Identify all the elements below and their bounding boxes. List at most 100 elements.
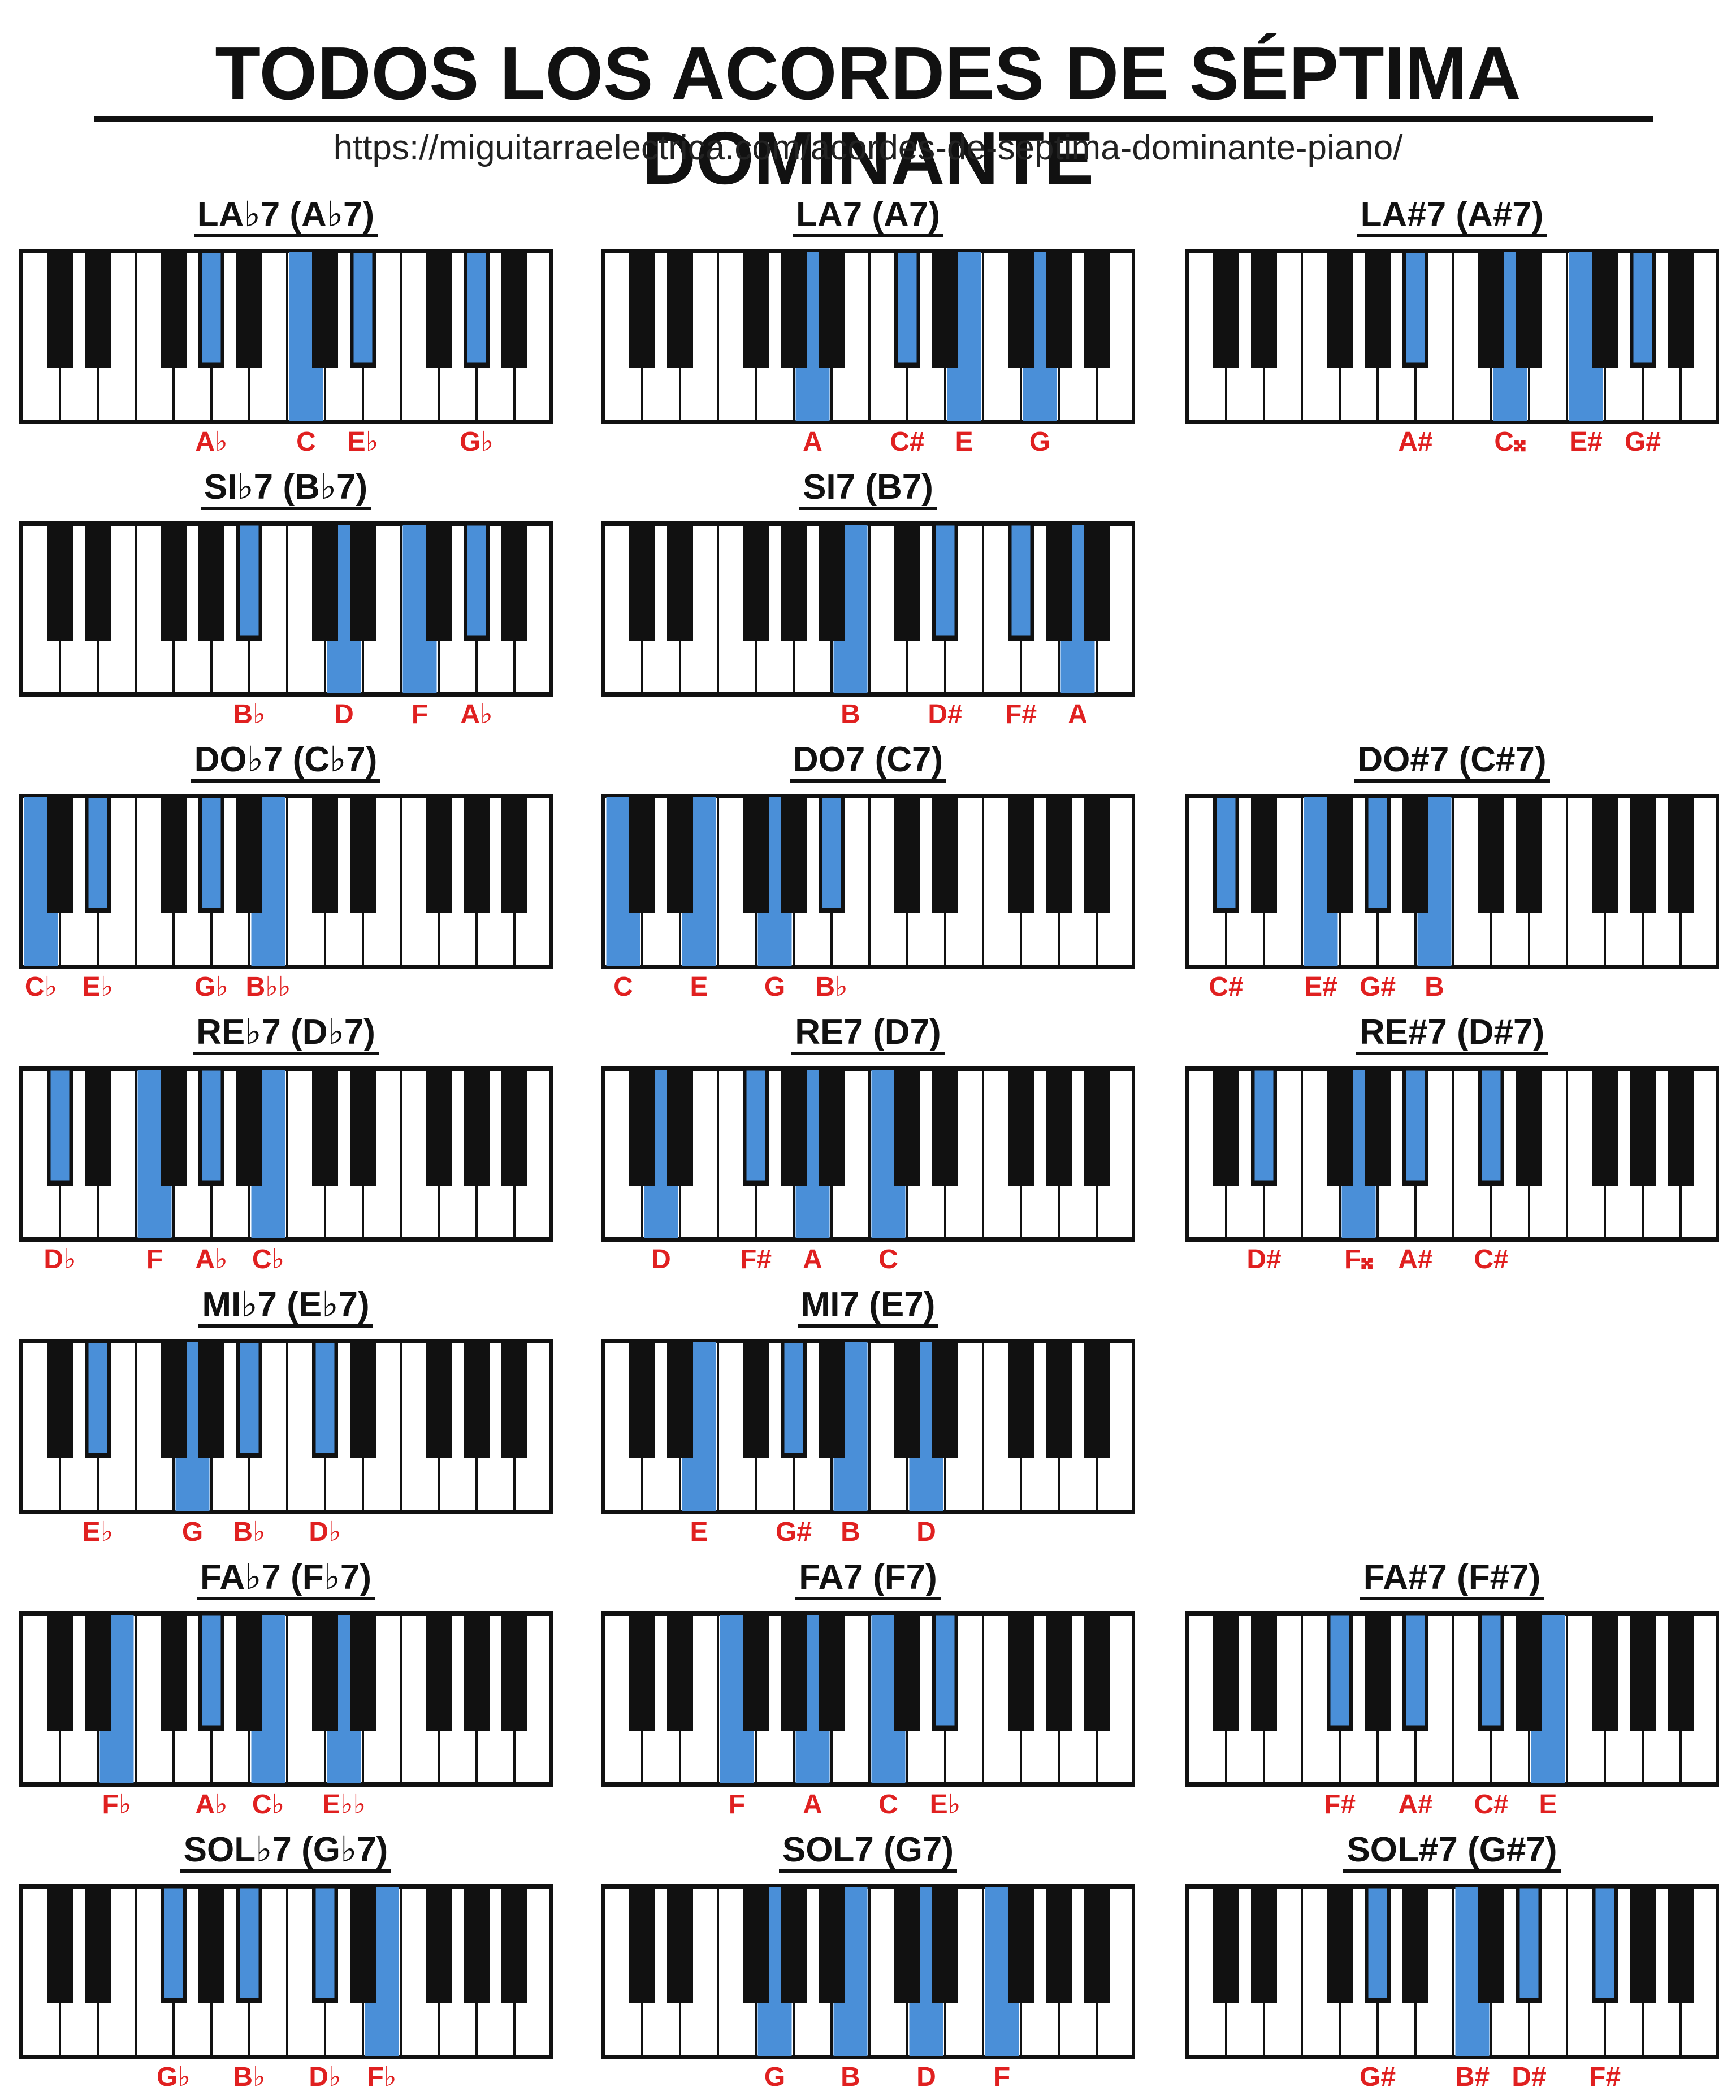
black-key-g-sharp[interactable] — [1046, 525, 1072, 641]
black-key-c-sharp[interactable] — [1213, 1887, 1239, 2003]
black-key-d-sharp[interactable] — [667, 797, 693, 913]
black-key-d-sharp[interactable] — [932, 1887, 958, 2003]
black-key-d-sharp[interactable] — [350, 525, 376, 641]
black-key-g-sharp[interactable] — [781, 1070, 807, 1186]
black-key-c-sharp[interactable] — [629, 525, 655, 641]
black-key-c-sharp[interactable] — [629, 252, 655, 368]
black-key-f-sharp[interactable] — [426, 797, 452, 913]
black-key-f-sharp[interactable] — [1592, 1070, 1618, 1186]
black-key-f-sharp[interactable] — [743, 252, 769, 368]
black-key-g-sharp[interactable] — [1046, 1342, 1072, 1458]
black-key-f-sharp[interactable] — [1327, 797, 1353, 913]
black-key-f-sharp[interactable] — [743, 1887, 769, 2003]
black-key-d-sharp[interactable] — [350, 797, 376, 913]
black-key-a-sharp[interactable] — [819, 1342, 845, 1458]
black-key-d-sharp[interactable] — [932, 1342, 958, 1458]
black-key-c-sharp[interactable] — [629, 1887, 655, 2003]
black-key-d-sharp[interactable] — [350, 1887, 376, 2003]
black-key-a-sharp[interactable] — [1402, 1887, 1428, 2003]
black-key-c-sharp[interactable] — [1213, 1615, 1239, 1731]
black-key-d-sharp[interactable] — [85, 1070, 111, 1186]
black-key-c-sharp[interactable] — [894, 1342, 920, 1458]
black-key-d-sharp[interactable] — [667, 1070, 693, 1186]
black-key-c-sharp[interactable] — [47, 1342, 73, 1458]
black-key-c-sharp[interactable] — [894, 525, 920, 641]
black-key-c-sharp[interactable] — [1478, 797, 1504, 913]
black-key-f-sharp[interactable] — [426, 525, 452, 641]
black-key-c-sharp[interactable] — [629, 1070, 655, 1186]
black-key-f-sharp[interactable] — [743, 797, 769, 913]
black-key-a-sharp[interactable] — [501, 1887, 527, 2003]
black-key-g-sharp[interactable] — [464, 1615, 490, 1731]
black-key-f-sharp[interactable] — [1327, 252, 1353, 368]
black-key-f-sharp[interactable] — [161, 525, 187, 641]
black-key-d-sharp[interactable] — [1516, 1070, 1542, 1186]
black-key-f-sharp[interactable] — [743, 525, 769, 641]
black-key-a-sharp[interactable] — [236, 797, 262, 913]
black-key-f-sharp[interactable] — [161, 1342, 187, 1458]
black-key-f-sharp[interactable] — [426, 1070, 452, 1186]
black-key-a-sharp[interactable] — [1084, 525, 1110, 641]
black-key-f-sharp[interactable] — [161, 252, 187, 368]
black-key-d-sharp[interactable] — [1251, 1615, 1277, 1731]
black-key-a-sharp[interactable] — [501, 525, 527, 641]
black-key-f-sharp[interactable] — [426, 1615, 452, 1731]
black-key-d-sharp[interactable] — [667, 1887, 693, 2003]
black-key-f-sharp[interactable] — [1008, 1887, 1034, 2003]
black-key-a-sharp[interactable] — [1084, 1070, 1110, 1186]
black-key-g-sharp[interactable] — [464, 797, 490, 913]
black-key-d-sharp[interactable] — [667, 252, 693, 368]
black-key-g-sharp[interactable] — [1046, 1070, 1072, 1186]
black-key-a-sharp[interactable] — [501, 797, 527, 913]
black-key-a-sharp[interactable] — [1084, 252, 1110, 368]
black-key-a-sharp[interactable] — [819, 1887, 845, 2003]
black-key-d-sharp[interactable] — [1516, 252, 1542, 368]
black-key-a-sharp[interactable] — [1668, 1070, 1694, 1186]
black-key-c-sharp[interactable] — [1213, 252, 1239, 368]
black-key-g-sharp[interactable] — [1046, 252, 1072, 368]
black-key-c-sharp[interactable] — [629, 797, 655, 913]
black-key-c-sharp[interactable] — [312, 525, 338, 641]
black-key-f-sharp[interactable] — [1008, 1615, 1034, 1731]
black-key-c-sharp[interactable] — [312, 1615, 338, 1731]
black-key-g-sharp[interactable] — [781, 252, 807, 368]
black-key-g-sharp[interactable] — [1630, 797, 1656, 913]
black-key-f-sharp[interactable] — [1008, 797, 1034, 913]
black-key-d-sharp[interactable] — [85, 252, 111, 368]
black-key-a-sharp[interactable] — [1668, 797, 1694, 913]
black-key-a-sharp[interactable] — [236, 1615, 262, 1731]
black-key-a-sharp[interactable] — [236, 252, 262, 368]
black-key-a-sharp[interactable] — [1668, 252, 1694, 368]
black-key-f-sharp[interactable] — [426, 1342, 452, 1458]
black-key-d-sharp[interactable] — [1516, 1615, 1542, 1731]
black-key-a-sharp[interactable] — [501, 1342, 527, 1458]
black-key-a-sharp[interactable] — [1084, 1342, 1110, 1458]
black-key-g-sharp[interactable] — [198, 525, 224, 641]
source-url[interactable]: https://miguitarraelectrica.com/acordes-… — [333, 128, 1403, 167]
black-key-f-sharp[interactable] — [743, 1615, 769, 1731]
black-key-f-sharp[interactable] — [1008, 1070, 1034, 1186]
black-key-c-sharp[interactable] — [1213, 1070, 1239, 1186]
black-key-c-sharp[interactable] — [312, 252, 338, 368]
black-key-g-sharp[interactable] — [781, 1887, 807, 2003]
black-key-a-sharp[interactable] — [819, 1070, 845, 1186]
black-key-f-sharp[interactable] — [1592, 797, 1618, 913]
black-key-d-sharp[interactable] — [350, 1070, 376, 1186]
black-key-f-sharp[interactable] — [426, 1887, 452, 2003]
black-key-a-sharp[interactable] — [819, 525, 845, 641]
black-key-a-sharp[interactable] — [501, 1070, 527, 1186]
black-key-g-sharp[interactable] — [198, 1342, 224, 1458]
black-key-c-sharp[interactable] — [47, 1615, 73, 1731]
black-key-a-sharp[interactable] — [1668, 1887, 1694, 2003]
black-key-d-sharp[interactable] — [350, 1615, 376, 1731]
black-key-g-sharp[interactable] — [1365, 252, 1391, 368]
black-key-g-sharp[interactable] — [781, 525, 807, 641]
black-key-a-sharp[interactable] — [1668, 1615, 1694, 1731]
black-key-g-sharp[interactable] — [1630, 1070, 1656, 1186]
black-key-a-sharp[interactable] — [501, 252, 527, 368]
black-key-d-sharp[interactable] — [1251, 797, 1277, 913]
black-key-g-sharp[interactable] — [781, 797, 807, 913]
black-key-f-sharp[interactable] — [743, 1342, 769, 1458]
black-key-c-sharp[interactable] — [47, 525, 73, 641]
black-key-a-sharp[interactable] — [1084, 1887, 1110, 2003]
